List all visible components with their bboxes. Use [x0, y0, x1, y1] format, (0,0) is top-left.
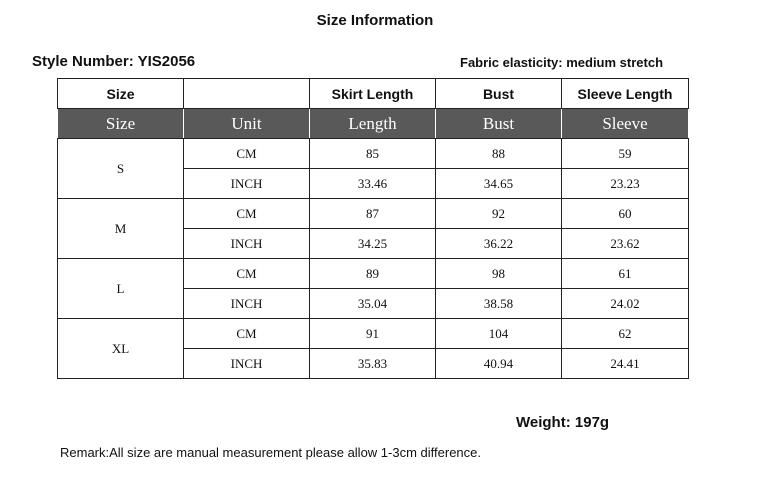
value-cell: INCH: [183, 288, 310, 319]
header-row: Size Skirt Length Bust Sleeve Length: [57, 78, 689, 109]
value-cell: 91: [309, 318, 436, 349]
value-cell: 92: [435, 198, 562, 229]
header-cell: Sleeve Length: [561, 78, 689, 109]
value-cell: 24.02: [561, 288, 689, 319]
value-cell: 88: [435, 138, 562, 169]
value-cell: 33.46: [309, 168, 436, 199]
value-cell: 36.22: [435, 228, 562, 259]
value-cell: 87: [309, 198, 436, 229]
size-row: L CM 89 98 61: [57, 258, 689, 319]
subheader-cell: Unit: [183, 108, 310, 139]
value-cell: 85: [309, 138, 436, 169]
value-cell: CM: [183, 258, 310, 289]
size-row: S CM 85 88 59: [57, 138, 689, 199]
size-cell: S: [57, 138, 184, 199]
header-cell: [183, 78, 310, 109]
header-cell: Size: [57, 78, 184, 109]
value-cell: CM: [183, 138, 310, 169]
size-cell: XL: [57, 318, 184, 379]
subheader-row: Size Unit Length Bust Sleeve: [57, 108, 689, 139]
value-cell: 59: [561, 138, 689, 169]
value-cell: 35.83: [309, 348, 436, 379]
size-row: INCH 35.83 40.94 24.41: [58, 348, 689, 379]
style-number: Style Number: YIS2056: [32, 53, 196, 70]
value-cell: 23.62: [561, 228, 689, 259]
value-cell: 35.04: [309, 288, 436, 319]
size-row: M CM 87 92 60: [57, 198, 689, 259]
subheader-cell: Bust: [435, 108, 562, 139]
size-cell: M: [57, 198, 184, 259]
value-cell: 104: [435, 318, 562, 349]
value-cell: INCH: [183, 348, 310, 379]
value-cell: 60: [561, 198, 689, 229]
size-row: XL CM 91 104 62: [57, 318, 689, 379]
value-cell: 34.25: [309, 228, 436, 259]
fabric-elasticity: Fabric elasticity: medium stretch: [460, 55, 664, 70]
value-cell: 23.23: [561, 168, 689, 199]
value-cell: CM: [183, 318, 310, 349]
subheader-cell: Size: [57, 108, 184, 139]
value-cell: 62: [561, 318, 689, 349]
value-cell: 24.41: [561, 348, 689, 379]
title: Size Information: [316, 12, 434, 29]
value-cell: 98: [435, 258, 562, 289]
value-cell: 40.94: [435, 348, 562, 379]
remark: Remark:All size are manual measurement p…: [60, 445, 482, 460]
size-row: INCH 35.04 38.58 24.02: [58, 288, 689, 319]
size-row: INCH 34.25 36.22 23.62: [58, 228, 689, 259]
value-cell: INCH: [183, 228, 310, 259]
value-cell: 89: [309, 258, 436, 289]
value-cell: 38.58: [435, 288, 562, 319]
value-cell: 61: [561, 258, 689, 289]
weight: Weight: 197g: [516, 414, 610, 431]
header-cell: Bust: [435, 78, 562, 109]
size-cell: L: [57, 258, 184, 319]
value-cell: 34.65: [435, 168, 562, 199]
subheader-cell: Length: [309, 108, 436, 139]
value-cell: INCH: [183, 168, 310, 199]
header-cell: Skirt Length: [309, 78, 436, 109]
value-cell: CM: [183, 198, 310, 229]
size-table: Size Skirt Length Bust Sleeve Length Siz…: [57, 78, 689, 379]
subheader-cell: Sleeve: [561, 108, 689, 139]
size-row: INCH 33.46 34.65 23.23: [58, 168, 689, 199]
